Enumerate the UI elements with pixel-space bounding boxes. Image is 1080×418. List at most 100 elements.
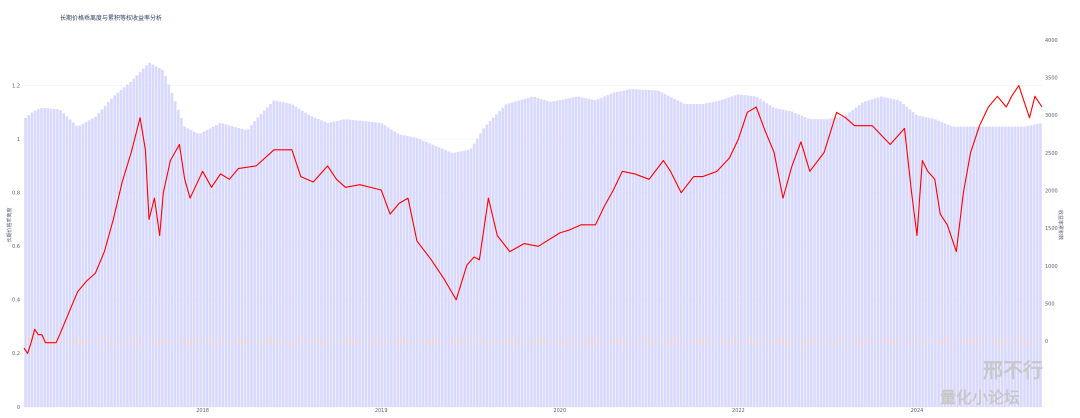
cumulative-bar [106,102,110,408]
daily-return-bar [75,337,78,342]
cumulative-bar [635,89,638,408]
cumulative-bar [275,100,279,407]
daily-return-bar [883,340,886,342]
cumulative-bar [749,95,753,407]
cumulative-bar [103,105,107,407]
daily-return-bar [473,341,476,343]
daily-return-bar [511,338,514,342]
daily-return-bar [969,341,972,345]
daily-return-bar [880,341,883,344]
cumulative-bar [606,95,610,408]
cumulative-bar [822,119,826,407]
cumulative-bar [456,151,460,407]
watermark-line2: 量化小论坛 [940,388,1020,407]
cumulative-bar [138,72,142,407]
daily-return-bar [638,341,641,345]
cumulative-bar [991,126,995,407]
daily-return-bar [345,337,348,342]
daily-return-bar [104,337,107,342]
daily-return-bar [1004,338,1007,342]
daily-return-bar [769,340,771,342]
cumulative-bar [590,99,594,408]
cumulative-bar [526,97,530,408]
cumulative-bar [978,126,982,407]
cumulative-bar [587,98,591,407]
cumulative-bar [428,143,431,407]
daily-return-bar [603,341,606,343]
cumulative-bar [294,106,298,408]
daily-return-bar [590,341,593,346]
cumulative-bar [911,112,915,407]
daily-return-bar [724,341,727,343]
y2-tick-label: 2500 [1045,151,1058,157]
daily-return-bar [342,340,345,342]
daily-return-bar [298,337,301,342]
cumulative-bar [615,91,619,408]
cumulative-bar [727,97,730,408]
daily-return-bar [183,341,186,343]
y-tick-label: 0.4 [12,298,20,304]
cumulative-bar [355,120,358,407]
cumulative-bar [304,112,307,407]
cumulative-bar [953,126,956,407]
gridlines [24,85,1042,408]
daily-return-bar [804,341,806,346]
daily-return-bar [947,340,950,342]
daily-return-bar [501,341,504,343]
daily-return-bar [587,338,590,342]
daily-return-bar [536,339,539,342]
daily-return-bar [972,338,975,342]
daily-return-bar [304,341,307,344]
cumulative-bar [358,120,361,408]
cumulative-bar [962,126,966,407]
y-tick-label: 0.6 [12,244,20,250]
cumulative-bar [784,110,788,407]
cumulative-bar [345,119,349,407]
cumulative-bar [794,113,797,407]
cumulative-bar [930,118,934,407]
cumulative-bar [393,131,396,407]
daily-return-bar [654,340,657,342]
cumulative-bar [902,104,905,407]
daily-return-bar [444,341,447,343]
daily-return-bar [772,341,775,343]
daily-return-bar [291,341,294,346]
cumulative-bar [577,96,581,407]
cumulative-bar [374,122,377,408]
daily-return-bar [326,337,329,342]
daily-return-bar [670,341,673,344]
daily-return-bar [842,341,845,343]
daily-return-bar [1020,337,1023,342]
daily-return-bar [1014,341,1016,343]
cumulative-bar [1010,126,1014,407]
cumulative-bar [444,150,447,408]
cumulative-bar [1039,123,1042,407]
deviation-series-line [23,84,1043,354]
cumulative-bar [1026,125,1030,408]
y-tick-label: 1.2 [12,83,20,89]
cumulative-bar [488,121,492,407]
cumulative-bar [816,119,820,407]
cumulative-bar [148,62,151,407]
cumulative-bar [676,100,680,407]
cumulative-bar [561,99,565,408]
cumulative-bar [775,108,778,408]
cumulative-bar [981,126,985,407]
cumulative-bar [383,125,387,407]
cumulative-bar [762,101,765,407]
x-tick-label: 2022 [732,408,745,414]
daily-return-bar [546,341,549,344]
cumulative-bar [755,97,759,408]
daily-return-bar [1033,339,1035,342]
cumulative-bar [698,104,702,407]
cumulative-bar [351,119,355,407]
cumulative-bar [689,104,692,407]
cumulative-bar [628,89,632,408]
cumulative-bar [695,104,699,407]
cumulative-bar [75,125,78,408]
y-tick-label: 1 [17,137,20,143]
cumulative-bar [654,90,657,407]
daily-return-bar [193,338,196,342]
daily-return-bar [584,339,587,342]
cumulative-bar [348,119,352,408]
